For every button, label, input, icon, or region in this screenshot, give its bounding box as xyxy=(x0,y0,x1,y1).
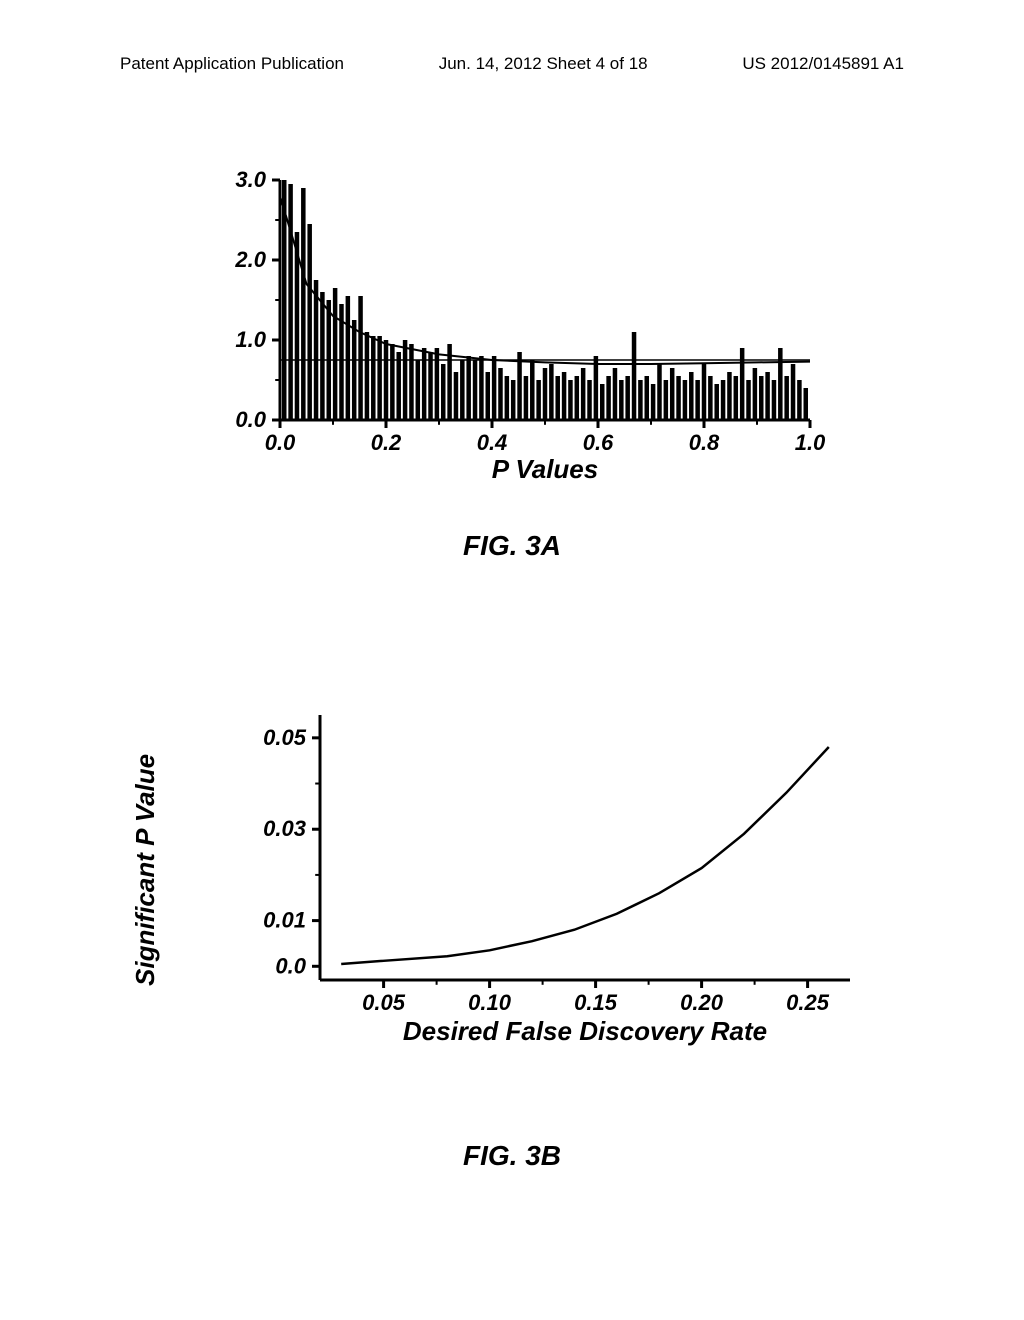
svg-text:0.8: 0.8 xyxy=(689,430,720,455)
svg-text:0.0: 0.0 xyxy=(265,430,296,455)
svg-text:0.05: 0.05 xyxy=(263,725,307,750)
svg-text:1.0: 1.0 xyxy=(235,327,266,352)
svg-text:1.0: 1.0 xyxy=(795,430,826,455)
header-left: Patent Application Publication xyxy=(120,54,344,74)
figure-3b-caption: FIG. 3B xyxy=(0,1140,1024,1172)
svg-text:2.0: 2.0 xyxy=(234,247,266,272)
figure-3a-caption: FIG. 3A xyxy=(0,530,1024,562)
svg-text:0.6: 0.6 xyxy=(583,430,614,455)
svg-text:0.15: 0.15 xyxy=(574,990,618,1015)
svg-text:0.0: 0.0 xyxy=(235,407,266,432)
svg-text:0.25: 0.25 xyxy=(786,990,830,1015)
header-center: Jun. 14, 2012 Sheet 4 of 18 xyxy=(439,54,648,74)
svg-text:0.2: 0.2 xyxy=(371,430,402,455)
svg-text:0.4: 0.4 xyxy=(477,430,508,455)
svg-text:0.10: 0.10 xyxy=(468,990,512,1015)
figure-3b-wrap: Significant P Value 0.00.010.030.050.050… xyxy=(130,700,900,1120)
svg-text:0.0: 0.0 xyxy=(275,953,306,978)
svg-text:0.20: 0.20 xyxy=(680,990,724,1015)
figure-3b-chart: 0.0 0.01 0.03 0.05 0.05 0.10 0.15 0.20 0.25 Desir… xyxy=(230,700,870,1070)
svg-text:0.03: 0.03 xyxy=(263,816,306,841)
page-header: Patent Application Publication Jun. 14, … xyxy=(0,54,1024,74)
figure-3a-chart: 0.0 1.0 2.0 3.0 0.0 0.2 0.4 0.6 0.8 1.0 P Values xyxy=(210,170,830,500)
svg-text:3.0: 3.0 xyxy=(235,170,266,192)
svg-text:0.05: 0.05 xyxy=(362,990,406,1015)
figure-3b-ylabel: Significant P Value xyxy=(130,720,170,1020)
svg-text:Desired False Discovery Rate: Desired False Discovery Rate xyxy=(403,1016,767,1046)
header-right: US 2012/0145891 A1 xyxy=(742,54,904,74)
svg-text:P Values: P Values xyxy=(492,454,598,484)
svg-text:0.01: 0.01 xyxy=(263,908,306,933)
